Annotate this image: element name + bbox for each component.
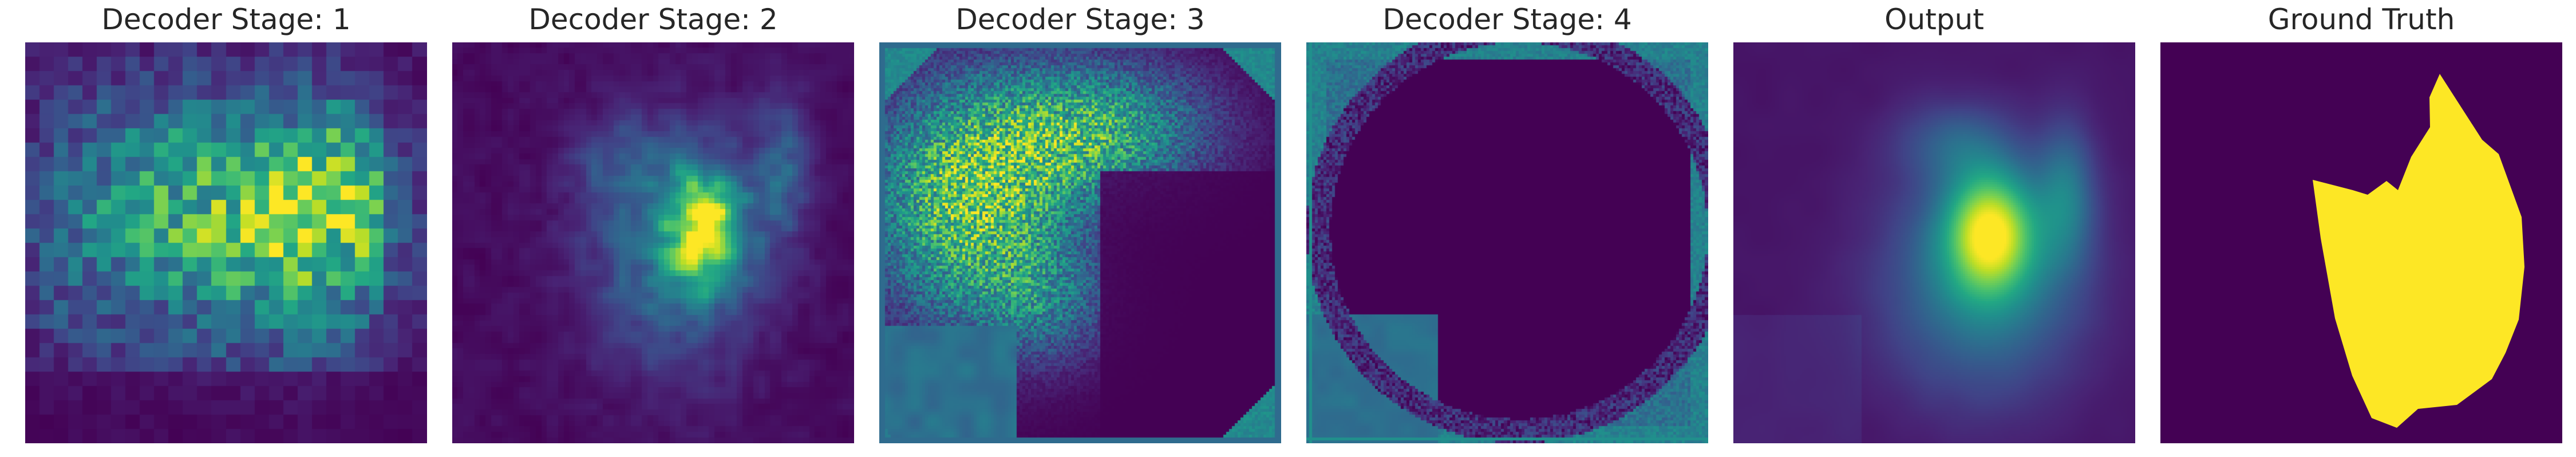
heatmap-decoder-stage-1 [25, 42, 427, 443]
title-decoder-stage-1: Decoder Stage: 1 [101, 3, 351, 36]
title-ground-truth: Ground Truth [2267, 3, 2455, 36]
title-decoder-stage-3: Decoder Stage: 3 [955, 3, 1205, 36]
title-decoder-stage-2: Decoder Stage: 2 [528, 3, 778, 36]
heatmap-output [1733, 42, 2135, 443]
heatmap-decoder-stage-4 [1306, 42, 1708, 443]
heatmap-decoder-stage-2 [452, 42, 854, 443]
ground-truth-mask [2160, 42, 2562, 443]
title-output: Output [1884, 3, 1984, 36]
title-decoder-stage-4: Decoder Stage: 4 [1382, 3, 1632, 36]
heatmap-decoder-stage-3 [879, 42, 1281, 443]
mask-region [2313, 74, 2524, 428]
